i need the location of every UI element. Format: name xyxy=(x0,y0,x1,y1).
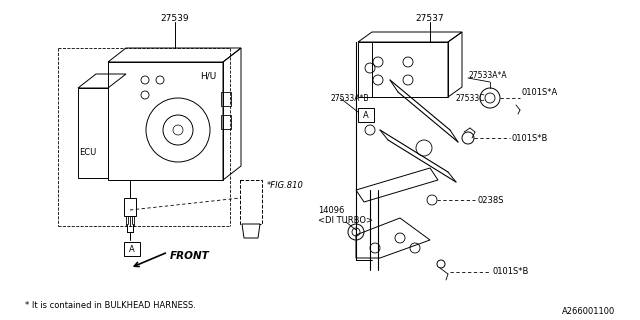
Bar xyxy=(358,42,448,97)
Text: A266001100: A266001100 xyxy=(562,308,615,316)
Text: A: A xyxy=(363,110,369,119)
Text: 0238S: 0238S xyxy=(477,196,504,204)
Text: FRONT: FRONT xyxy=(170,251,210,261)
Text: 0101S*A: 0101S*A xyxy=(522,87,558,97)
Bar xyxy=(358,108,374,122)
Text: 27533A*B: 27533A*B xyxy=(330,93,369,102)
Text: * It is contained in BULKHEAD HARNESS.: * It is contained in BULKHEAD HARNESS. xyxy=(25,300,196,309)
Text: 27537: 27537 xyxy=(416,13,444,22)
Text: 0101S*B: 0101S*B xyxy=(492,268,529,276)
Bar xyxy=(221,115,231,129)
Text: 0101S*B: 0101S*B xyxy=(512,133,548,142)
Polygon shape xyxy=(242,224,260,238)
Text: A: A xyxy=(129,244,135,253)
Text: 27533A*A: 27533A*A xyxy=(468,70,507,79)
Text: ECU: ECU xyxy=(79,148,96,156)
Text: 27539: 27539 xyxy=(161,13,189,22)
Bar xyxy=(124,198,136,216)
Text: 14096: 14096 xyxy=(318,205,344,214)
Text: 27533C: 27533C xyxy=(455,93,484,102)
Text: <DI TURBO>: <DI TURBO> xyxy=(318,215,373,225)
Text: *FIG.810: *FIG.810 xyxy=(267,180,304,189)
Bar xyxy=(108,62,223,180)
Text: H/U: H/U xyxy=(200,71,216,81)
Bar xyxy=(78,88,108,178)
Bar xyxy=(124,242,140,256)
Bar xyxy=(221,92,231,106)
Bar xyxy=(240,180,262,224)
